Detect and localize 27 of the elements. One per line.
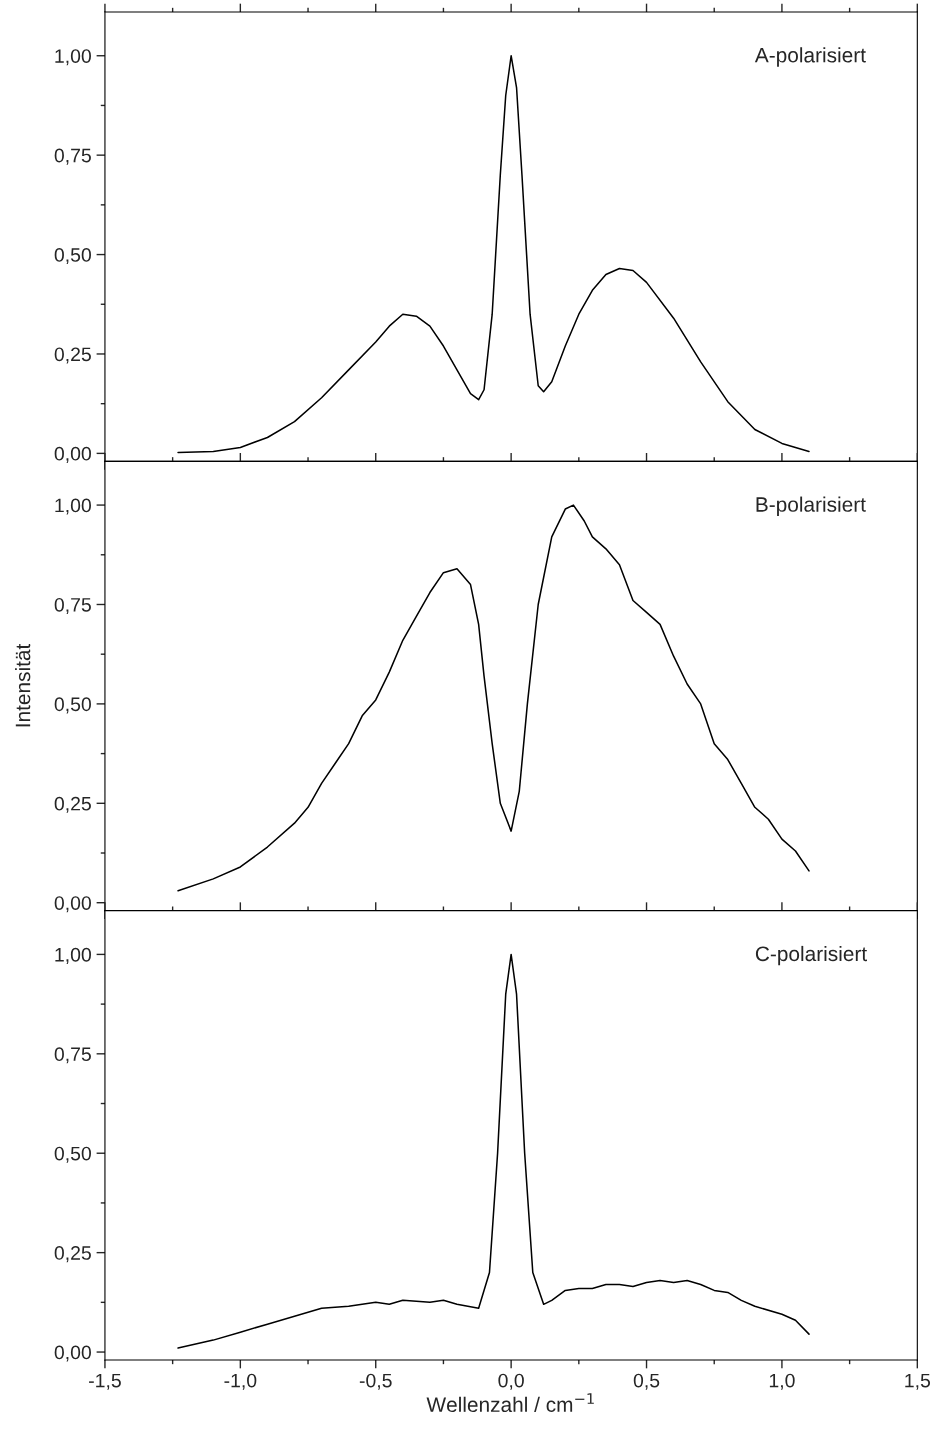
x-tick-label: 0,5 bbox=[633, 1373, 660, 1390]
x-axis-title: Wellenzahl / cm$^{−1}$ bbox=[426, 1393, 594, 1413]
y-tick-label: 0,50 bbox=[54, 697, 91, 714]
annotation: B-polarisiert bbox=[756, 496, 866, 516]
y-tick-label: 0,00 bbox=[54, 446, 91, 463]
x-tick-label: -1,5 bbox=[89, 1373, 121, 1390]
y-tick-label: 0,75 bbox=[54, 148, 91, 165]
y-tick-label: 0,25 bbox=[54, 796, 91, 813]
y-tick-label: 0,75 bbox=[54, 597, 91, 615]
y-tick-label: 1,00 bbox=[55, 947, 91, 964]
y-tick-label: 1,00 bbox=[55, 498, 91, 515]
annotation: C-polarisiert bbox=[755, 945, 867, 966]
x-tick-label: 1,5 bbox=[905, 1373, 931, 1390]
y-tick-label: 0,00 bbox=[54, 896, 91, 913]
annotation: A-polarisiert bbox=[754, 47, 866, 67]
y-tick-label: 0,75 bbox=[54, 1047, 91, 1064]
y-tick-label: 0,25 bbox=[54, 347, 91, 364]
y-tick-label: 1,00 bbox=[55, 49, 91, 66]
x-tick-label: -1,0 bbox=[224, 1373, 257, 1390]
y-tick-label: 0,00 bbox=[54, 1345, 91, 1362]
y-axis-title: Intensität bbox=[15, 643, 31, 727]
x-tick-label: -0,5 bbox=[359, 1373, 392, 1390]
x-tick-label: 1,0 bbox=[769, 1373, 795, 1390]
y-tick-label: 0,50 bbox=[54, 1146, 91, 1163]
y-tick-label: 0,25 bbox=[54, 1246, 91, 1263]
x-tick-label: 0,0 bbox=[498, 1373, 524, 1390]
y-tick-label: 0,50 bbox=[54, 248, 91, 265]
